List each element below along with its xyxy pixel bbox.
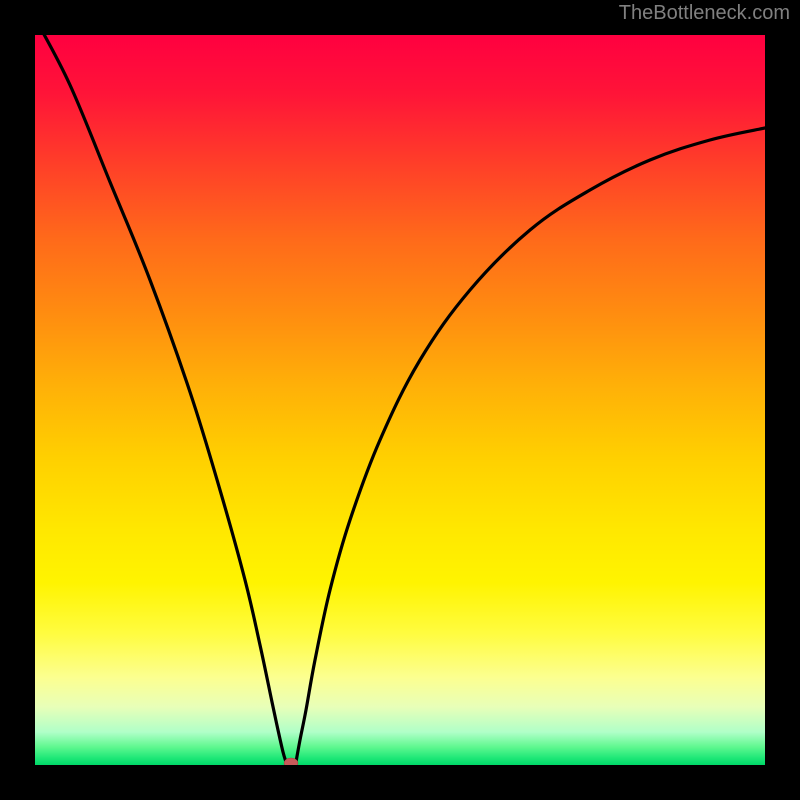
chart-frame: TheBottleneck.com xyxy=(0,0,800,800)
bottleneck-chart xyxy=(0,0,800,800)
watermark-text: TheBottleneck.com xyxy=(619,2,790,25)
